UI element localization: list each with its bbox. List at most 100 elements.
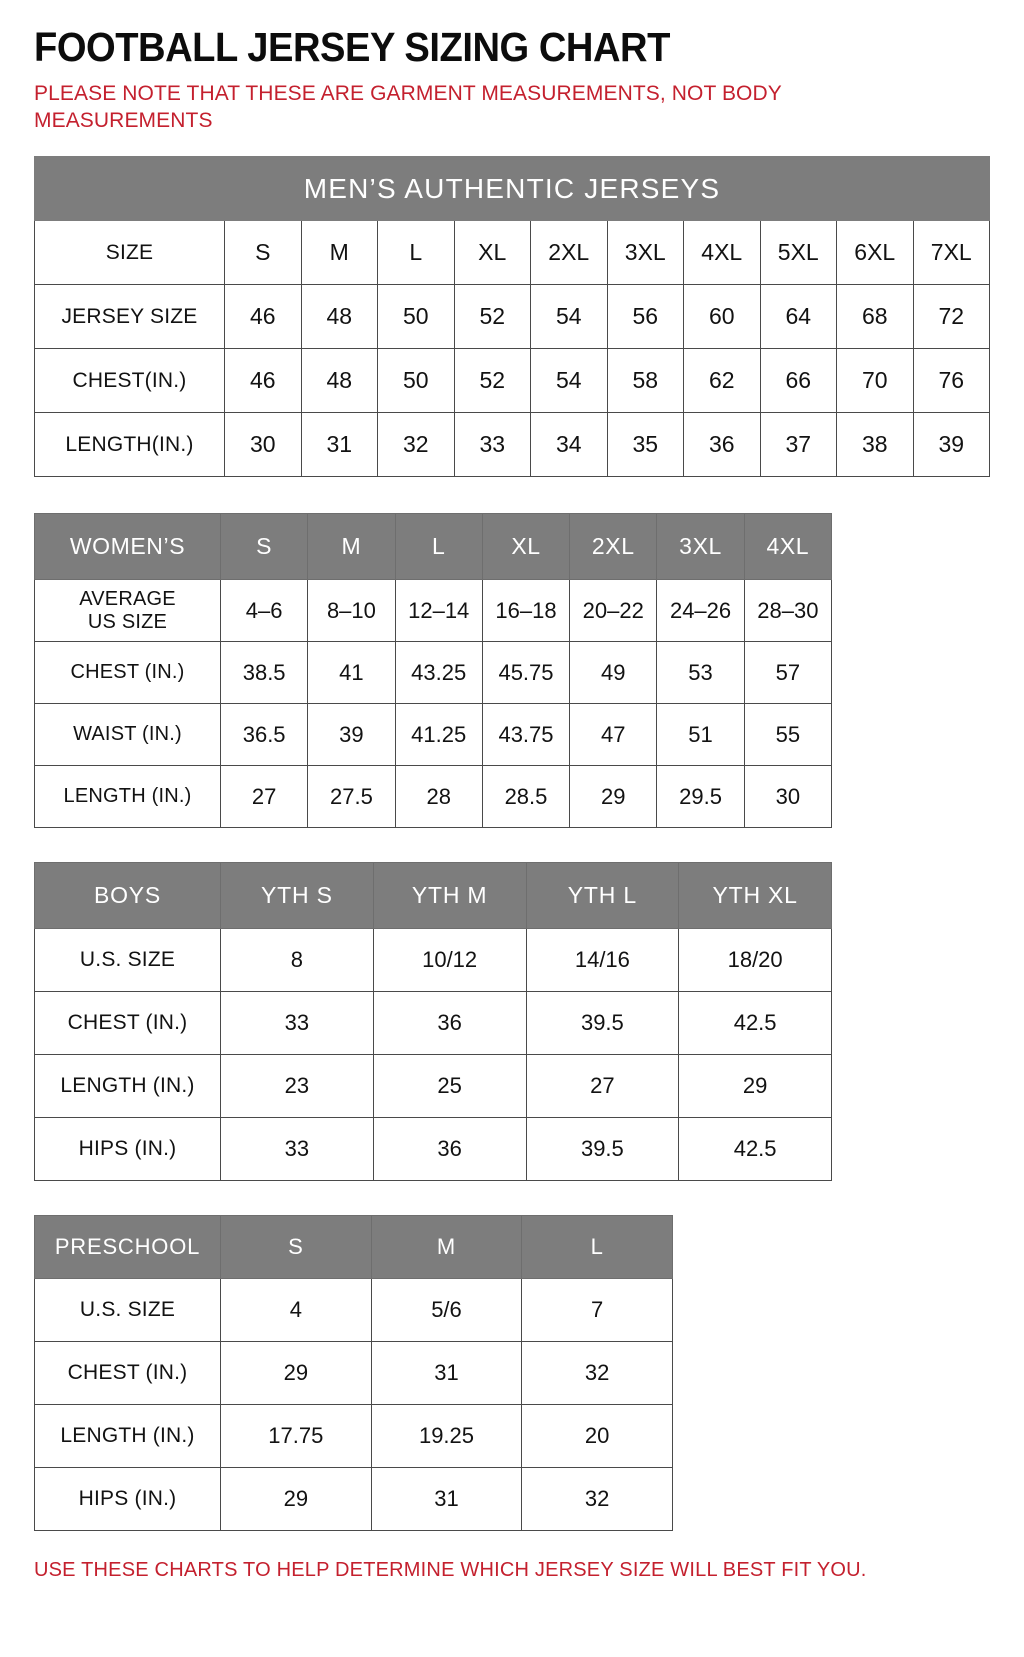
page-title: FOOTBALL JERSEY SIZING CHART [34,24,670,70]
row-label: AVERAGE US SIZE [34,579,221,643]
cell-value: 32 [377,412,455,478]
cell-value: 8–10 [307,579,396,643]
row-label: CHEST (IN.) [34,1341,221,1406]
column-header-m: M [307,513,396,581]
cell-value: 76 [912,348,990,414]
cell-value: 50 [377,284,455,350]
table-header-row: PRESCHOOL S M L [34,1215,673,1280]
cell-value: 56 [606,284,684,350]
table-row: CHEST (IN.) 33 36 39.5 42.5 [34,991,832,1056]
cell-value: 72 [912,284,990,350]
cell-value: 57 [743,641,833,705]
table-row: LENGTH (IN.) 27 27.5 28 28.5 29 29.5 30 [34,765,833,829]
table-row: LENGTH (IN.) 17.75 19.25 20 [34,1404,673,1469]
table-row: CHEST (IN.) 29 31 32 [34,1341,673,1406]
table-row: WAIST (IN.) 36.5 39 41.25 43.75 47 51 55 [34,703,833,767]
row-label: LENGTH (IN.) [34,765,221,829]
cell-value: 50 [377,348,455,414]
cell-value: 46 [224,348,302,414]
cell-value: 31 [370,1341,523,1406]
row-label: LENGTH (IN.) [34,1404,221,1469]
column-header-3xl: 3XL [656,513,745,581]
boys-sizing-table: BOYS YTH S YTH M YTH L YTH XL U.S. SIZE … [34,862,832,1182]
cell-value: 34 [530,412,608,478]
cell-value: 29 [569,765,658,829]
cell-value: 54 [530,284,608,350]
cell-value: 27.5 [307,765,396,829]
cell-value: 35 [606,412,684,478]
cell-value: 54 [530,348,608,414]
cell-value: 36 [683,412,761,478]
cell-value: 18/20 [678,928,832,993]
row-label: JERSEY SIZE [34,284,225,350]
table-row: CHEST(IN.) 46 48 50 52 54 58 62 66 70 76 [34,348,990,414]
table-row: CHEST (IN.) 38.5 41 43.25 45.75 49 53 57 [34,641,833,705]
cell-value: 4 [220,1278,372,1343]
cell-value: 25 [372,1054,527,1119]
row-label: HIPS (IN.) [34,1117,221,1182]
column-header-l: L [394,513,483,581]
cell-value: 32 [521,1467,673,1532]
table-row: LENGTH (IN.) 23 25 27 29 [34,1054,832,1119]
cell-value: 30 [743,765,833,829]
cell-value: 48 [300,348,378,414]
cell-value: 38 [836,412,914,478]
column-header-yth-xl: YTH XL [678,862,832,930]
row-label-line-1: AVERAGE [79,587,176,610]
column-header-l: L [377,220,455,286]
cell-value: 36 [372,1117,527,1182]
row-label: CHEST (IN.) [34,641,221,705]
cell-value: 48 [300,284,378,350]
row-label: HIPS (IN.) [34,1467,221,1532]
table-row: HIPS (IN.) 33 36 39.5 42.5 [34,1117,832,1182]
column-header-5xl: 5XL [759,220,837,286]
cell-value: 66 [759,348,837,414]
table-row: AVERAGE US SIZE 4–6 8–10 12–14 16–18 20–… [34,579,833,643]
cell-value: 24–26 [656,579,745,643]
column-header-xl: XL [453,220,531,286]
cell-value: 51 [656,703,745,767]
table-header-row: SIZE S M L XL 2XL 3XL 4XL 5XL 6XL 7XL [34,220,990,286]
cell-value: 43.75 [481,703,571,767]
table-header-row: BOYS YTH S YTH M YTH L YTH XL [34,862,832,930]
cell-value: 36 [372,991,527,1056]
cell-value: 42.5 [678,1117,832,1182]
table-row: U.S. SIZE 8 10/12 14/16 18/20 [34,928,832,993]
column-header-6xl: 6XL [836,220,914,286]
cell-value: 41 [307,641,396,705]
cell-value: 41.25 [394,703,483,767]
table-row: LENGTH(IN.) 30 31 32 33 34 35 36 37 38 3… [34,412,990,478]
cell-value: 52 [453,284,531,350]
table-row: U.S. SIZE 4 5/6 7 [34,1278,673,1343]
cell-value: 33 [220,991,374,1056]
cell-value: 19.25 [370,1404,523,1469]
sizing-chart-page: FOOTBALL JERSEY SIZING CHART PLEASE NOTE… [34,24,990,1581]
cell-value: 43.25 [394,641,483,705]
column-header-l: L [521,1215,673,1280]
cell-value: 46 [224,284,302,350]
cell-value: 14/16 [525,928,680,993]
cell-value: 32 [521,1341,673,1406]
cell-value: 33 [220,1117,374,1182]
cell-value: 33 [453,412,531,478]
preschool-sizing-table: PRESCHOOL S M L U.S. SIZE 4 5/6 7 CHEST … [34,1215,673,1532]
cell-value: 8 [220,928,374,993]
size-header-label: SIZE [34,220,225,286]
column-header-s: S [220,1215,372,1280]
cell-value: 20 [521,1404,673,1469]
cell-value: 39.5 [525,991,680,1056]
cell-value: 17.75 [220,1404,372,1469]
cell-value: 36.5 [219,703,309,767]
cell-value: 42.5 [678,991,832,1056]
column-header-xl: XL [481,513,571,581]
row-label: U.S. SIZE [34,1278,221,1343]
cell-value: 38.5 [219,641,309,705]
column-header-7xl: 7XL [912,220,990,286]
cell-value: 49 [569,641,658,705]
cell-value: 30 [224,412,302,478]
cell-value: 29 [220,1467,372,1532]
cell-value: 70 [836,348,914,414]
column-header-yth-l: YTH L [525,862,680,930]
column-header-s: S [224,220,302,286]
row-label: LENGTH(IN.) [34,412,225,478]
